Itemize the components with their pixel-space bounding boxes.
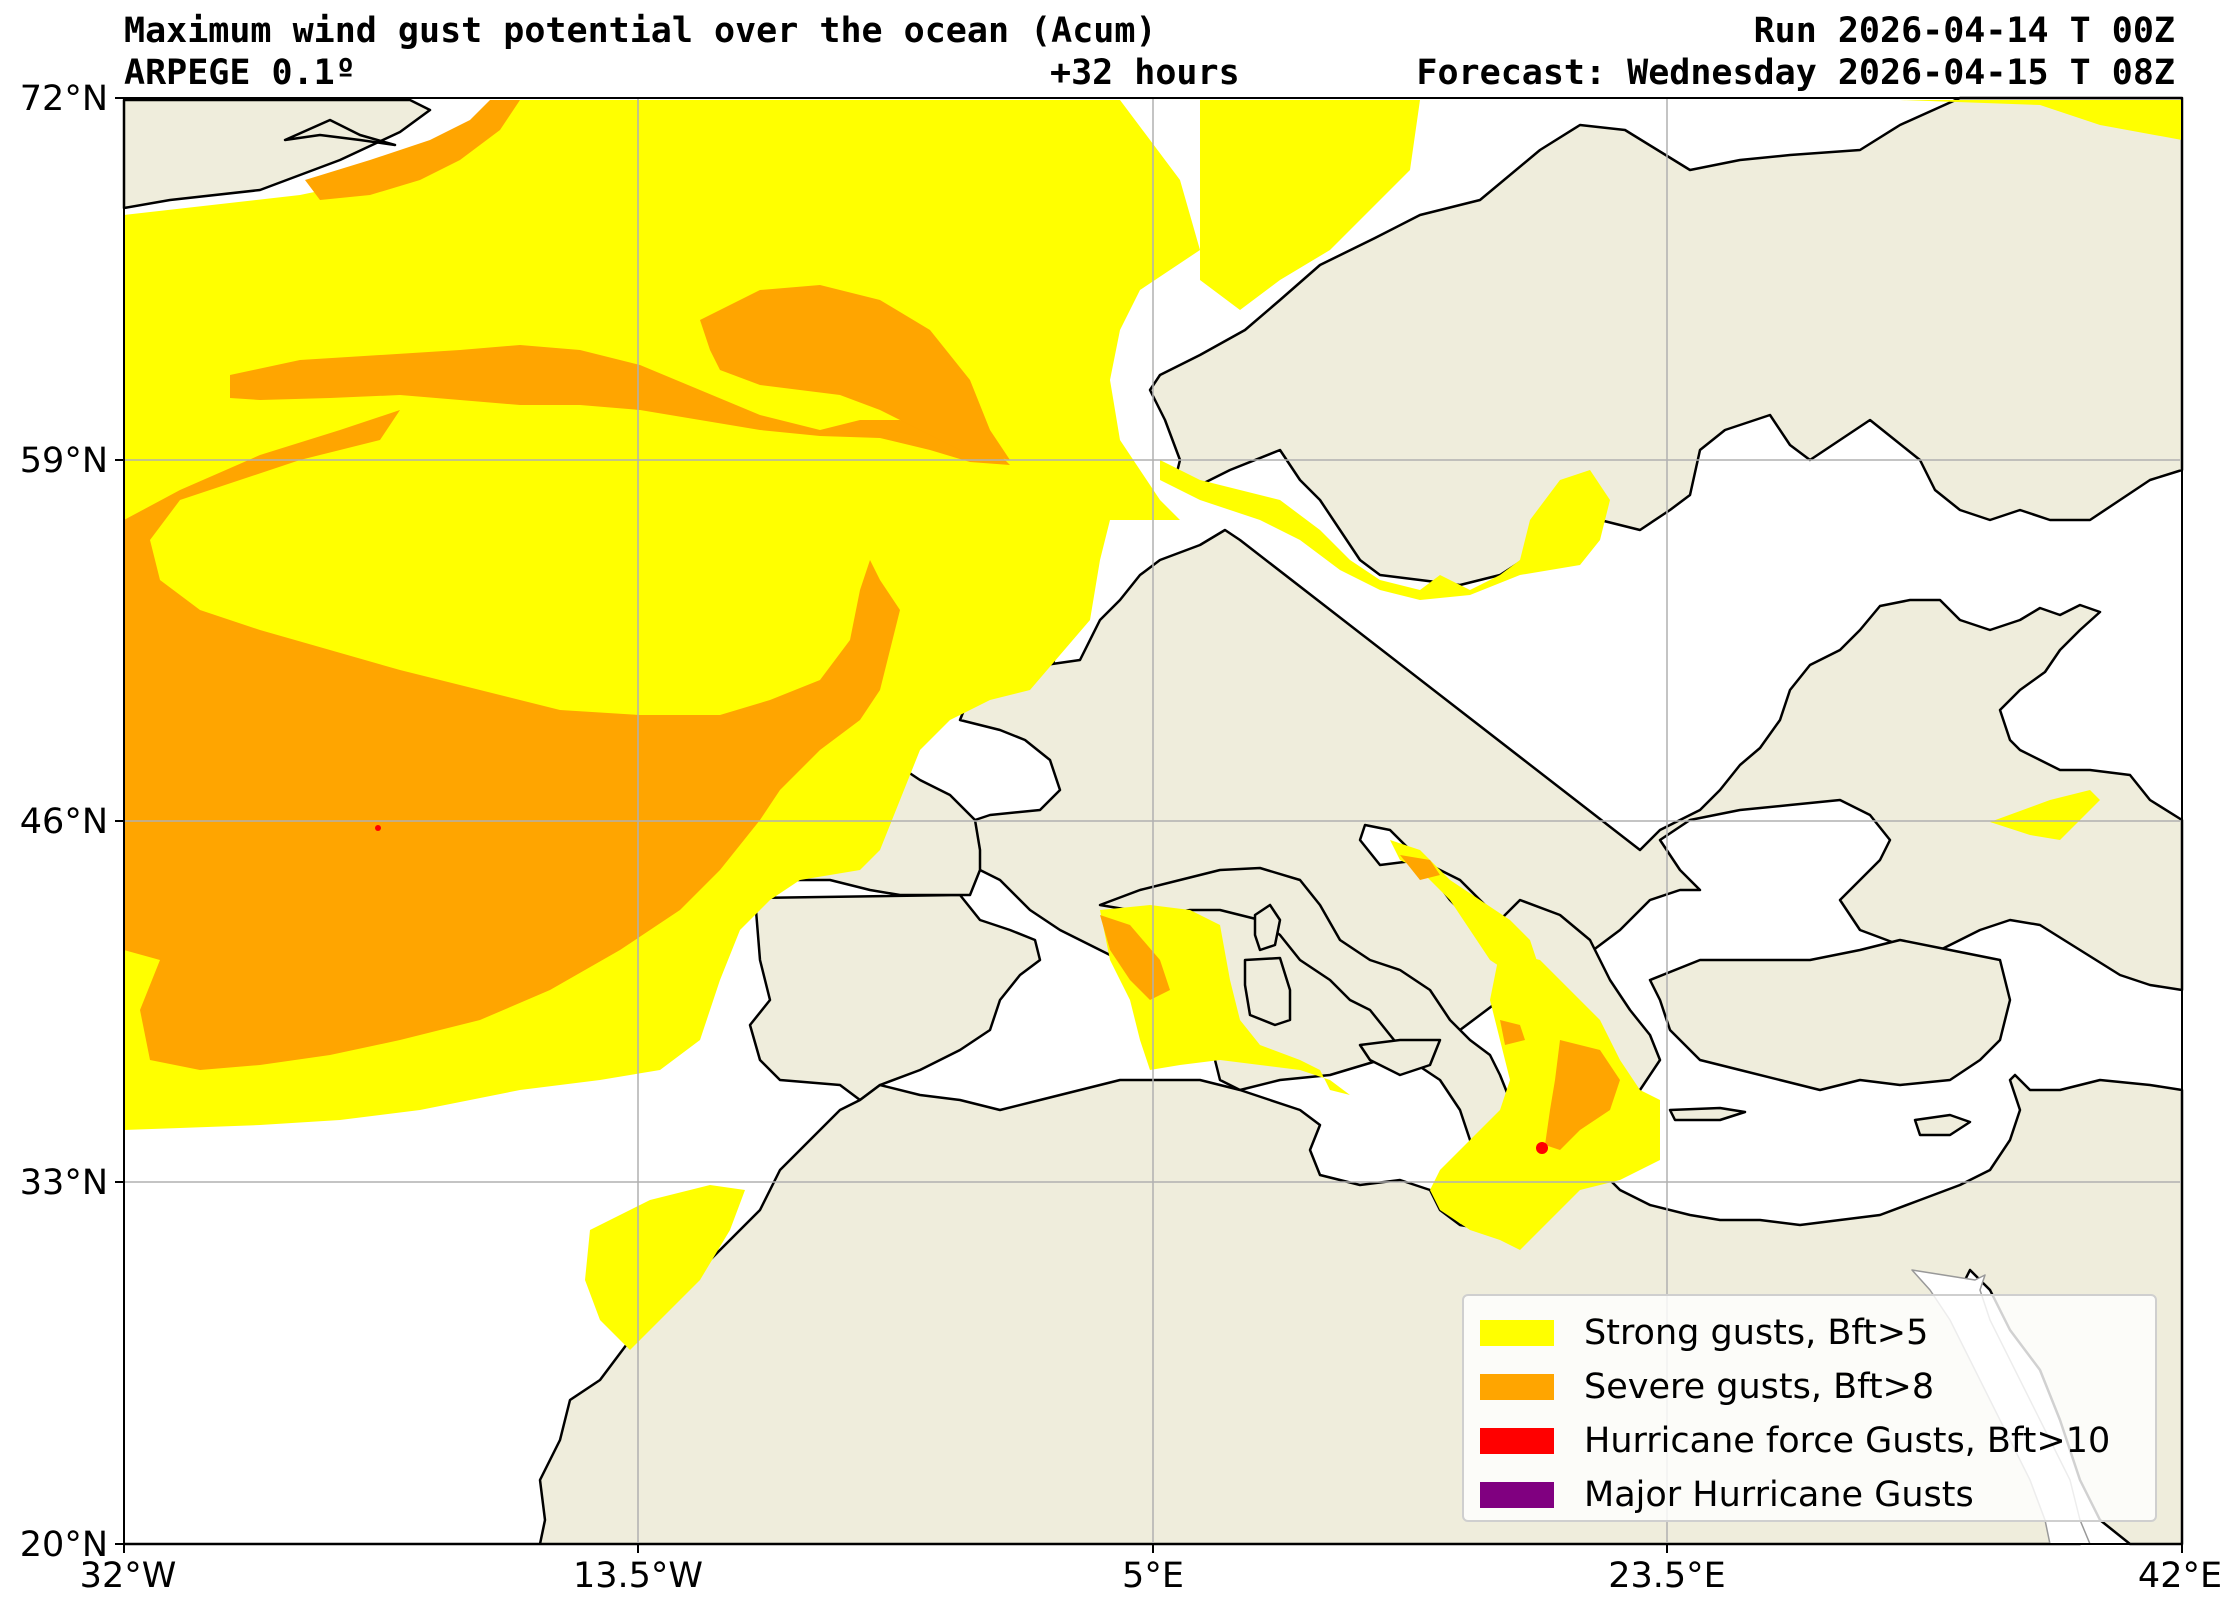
land-jan-mayen (283, 118, 397, 147)
land-greenland (122, 98, 432, 210)
legend-item-major: Major Hurricane Gusts (1480, 1468, 2139, 1522)
severe-gust-norwegian (700, 285, 1010, 460)
land-turkey (1648, 938, 2012, 1092)
strong-gust-black-sea (1990, 790, 2100, 840)
y-tick-label: 46°N (20, 802, 108, 842)
strong-gust-norway (1900, 100, 2182, 140)
land-cyprus (1913, 1113, 1972, 1137)
run-time: Run 2026-04-14 T 00Z (1753, 11, 2175, 51)
severe-gust-adriatic (1400, 855, 1440, 880)
legend-swatch (1480, 1482, 1554, 1508)
hurricane-gusts-layer (375, 825, 1548, 1154)
strong-gust-western-med (1100, 905, 1350, 1095)
hurricane-spot-ionian (1536, 1142, 1548, 1154)
y-tick-label: 59°N (20, 441, 108, 481)
map-title: Maximum wind gust potential over the oce… (124, 11, 1157, 51)
legend-label: Major Hurricane Gusts (1584, 1475, 1974, 1515)
strong-gust-north (1200, 100, 1420, 310)
lead-time: +32 hours (1050, 53, 1240, 93)
legend-swatch (1480, 1428, 1554, 1454)
tick-marks (115, 97, 2183, 1553)
x-tick-label: 5°E (1122, 1556, 1184, 1596)
hurricane-spot-atlantic (375, 825, 381, 831)
forecast-time: Forecast: Wednesday 2026-04-15 T 08Z (1416, 53, 2175, 93)
legend-item-hurricane: Hurricane force Gusts, Bft>10 (1480, 1414, 2139, 1468)
land-sicily (1358, 1038, 1442, 1077)
severe-gust-iceland-band (230, 345, 1010, 465)
x-tick-labels: 32°W 13.5°W 5°E 23.5°E 42°E (80, 1556, 2222, 1596)
y-tick-labels: 72°N 59°N 46°N 33°N 20°N (20, 79, 108, 1565)
y-tick-label: 33°N (20, 1163, 108, 1203)
x-tick-label: 42°E (2138, 1556, 2222, 1596)
legend-swatch (1480, 1320, 1554, 1346)
severe-gusts-layer (124, 100, 1620, 1150)
x-tick-label: 32°W (80, 1556, 177, 1596)
land-sardinia (1243, 956, 1292, 1027)
legend-label: Strong gusts, Bft>5 (1584, 1313, 1929, 1353)
severe-gust-ionian (1545, 1040, 1620, 1150)
severe-gust-sicily (1500, 1020, 1525, 1045)
legend-item-strong: Strong gusts, Bft>5 (1480, 1306, 2139, 1360)
x-tick-label: 23.5°E (1608, 1556, 1726, 1596)
y-tick-label: 20°N (20, 1525, 108, 1565)
y-tick-label: 72°N (20, 79, 108, 119)
x-tick-label: 13.5°W (573, 1556, 703, 1596)
severe-gust-greenland (305, 100, 520, 200)
strong-gust-canary (585, 1185, 745, 1350)
model-name: ARPEGE 0.1º (124, 53, 356, 93)
strong-gust-ionian (1430, 950, 1660, 1250)
legend: Strong gusts, Bft>5 Severe gusts, Bft>8 … (1462, 1294, 2157, 1522)
land-crete (1668, 1106, 1747, 1122)
legend-label: Severe gusts, Bft>8 (1584, 1367, 1935, 1407)
legend-label: Hurricane force Gusts, Bft>10 (1584, 1421, 2111, 1461)
legend-swatch (1480, 1374, 1554, 1400)
severe-gust-atlantic (124, 410, 900, 1070)
legend-item-severe: Severe gusts, Bft>8 (1480, 1360, 2139, 1414)
land-corsica (1253, 903, 1282, 952)
